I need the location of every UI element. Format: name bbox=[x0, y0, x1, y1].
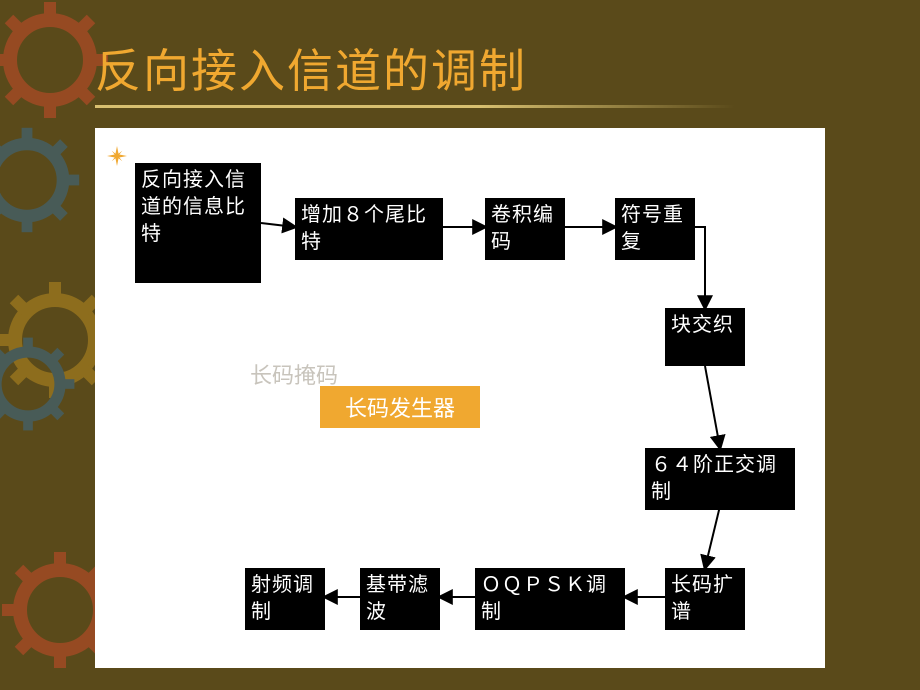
node-n_64: ６４阶正交调制 bbox=[645, 448, 795, 510]
node-label: 增加８个尾比特 bbox=[301, 204, 427, 253]
node-label: 反向接入信道的信息比特 bbox=[141, 169, 246, 245]
label-long-code-mask: 长码掩码 bbox=[250, 358, 338, 390]
node-label: 块交织 bbox=[671, 314, 734, 336]
slide: 反向接入信道的调制 反向接入信道的信息比特 增加８个尾比特 卷积编码 符号重复块交织 ６… bbox=[0, 0, 920, 690]
node-label: ＯＱＰＳＫ调制 bbox=[481, 574, 607, 623]
node-n_conv: 卷积编码 bbox=[485, 198, 565, 260]
node-label: 符号重复 bbox=[621, 204, 684, 253]
node-n_info: 反向接入信道的信息比特 bbox=[135, 163, 261, 283]
node-label: 长码发生器 bbox=[345, 391, 455, 423]
node-label: 卷积编码 bbox=[491, 204, 554, 253]
node-long-code-gen: 长码发生器 bbox=[320, 386, 480, 428]
content-area: 反向接入信道的信息比特 增加８个尾比特 卷积编码 符号重复块交织 ６４阶正交调制长码扩谱… bbox=[95, 128, 825, 668]
node-n_rf: 射频调制 bbox=[245, 568, 325, 630]
node-n_oqpsk: ＯＱＰＳＫ调制 bbox=[475, 568, 625, 630]
title-underline bbox=[95, 105, 735, 108]
node-n_rep: 符号重复 bbox=[615, 198, 695, 260]
bullet-icon bbox=[107, 146, 127, 166]
node-n_tail: 增加８个尾比特 bbox=[295, 198, 443, 260]
node-n_inter: 块交织 bbox=[665, 308, 745, 366]
node-n_spread: 长码扩谱 bbox=[665, 568, 745, 630]
node-label: 射频调制 bbox=[251, 574, 314, 623]
node-n_filter: 基带滤波 bbox=[360, 568, 440, 630]
node-label: 长码扩谱 bbox=[671, 574, 734, 623]
slide-title: 反向接入信道的调制 bbox=[95, 35, 527, 101]
node-label: ６４阶正交调制 bbox=[651, 454, 777, 503]
node-label: 基带滤波 bbox=[366, 574, 429, 623]
